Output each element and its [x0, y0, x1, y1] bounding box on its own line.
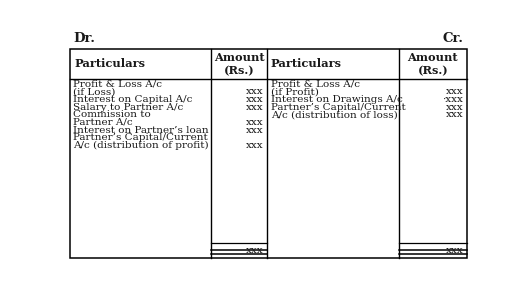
- Text: Commission to: Commission to: [73, 110, 151, 119]
- Text: Salary to Partner A/c: Salary to Partner A/c: [73, 103, 183, 111]
- Text: xxx: xxx: [246, 246, 263, 255]
- Text: xxx: xxx: [246, 87, 263, 96]
- Text: xxx: xxx: [445, 110, 463, 119]
- Text: A/c (distribution of profit): A/c (distribution of profit): [73, 141, 209, 150]
- Text: xxx: xxx: [445, 103, 463, 111]
- Text: Partner A/c: Partner A/c: [73, 118, 133, 127]
- Text: Amount
(Rs.): Amount (Rs.): [214, 52, 265, 76]
- Text: A/c (distribution of loss): A/c (distribution of loss): [271, 110, 398, 119]
- Text: xxx: xxx: [246, 103, 263, 111]
- Text: ·xxx: ·xxx: [442, 95, 463, 104]
- Text: Profit & Loss A/c: Profit & Loss A/c: [73, 79, 162, 88]
- Bar: [70, 49, 467, 258]
- Text: xxx: xxx: [246, 126, 263, 135]
- Text: Partner’s Capital/Current: Partner’s Capital/Current: [73, 133, 208, 142]
- Text: (if Loss): (if Loss): [73, 87, 116, 96]
- Text: Interest on Capital A/c: Interest on Capital A/c: [73, 95, 193, 104]
- Text: Particulars: Particulars: [271, 59, 342, 69]
- Text: Particulars: Particulars: [74, 59, 145, 69]
- Text: Interest on Drawings A/c: Interest on Drawings A/c: [271, 95, 402, 104]
- Text: Cr.: Cr.: [443, 32, 464, 45]
- Text: Interest on Partner’s loan: Interest on Partner’s loan: [73, 126, 209, 135]
- Text: Dr.: Dr.: [73, 32, 95, 45]
- Text: xxx: xxx: [445, 246, 463, 255]
- Text: xxx: xxx: [445, 87, 463, 96]
- Text: Profit & Loss A/c: Profit & Loss A/c: [271, 79, 360, 88]
- Text: (if Profit): (if Profit): [271, 87, 319, 96]
- Text: xxx: xxx: [246, 118, 263, 127]
- Text: xxx: xxx: [246, 141, 263, 150]
- Text: xxx: xxx: [246, 95, 263, 104]
- Text: Amount
(Rs.): Amount (Rs.): [408, 52, 458, 76]
- Text: Partner’s Capital/Current: Partner’s Capital/Current: [271, 103, 406, 111]
